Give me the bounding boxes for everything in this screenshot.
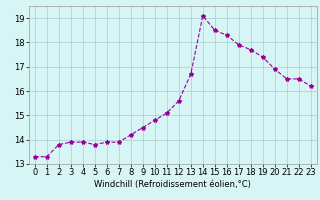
- X-axis label: Windchill (Refroidissement éolien,°C): Windchill (Refroidissement éolien,°C): [94, 180, 251, 189]
